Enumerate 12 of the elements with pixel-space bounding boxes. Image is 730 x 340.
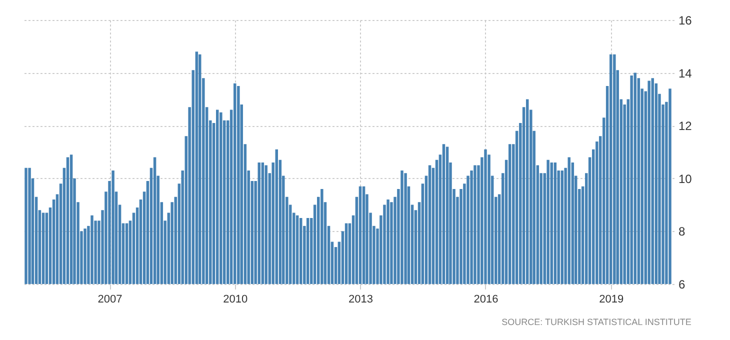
- y-tick-label: 12: [678, 119, 692, 134]
- y-tick-label: 14: [678, 66, 692, 80]
- y-tick-label: 6: [678, 278, 686, 292]
- y-tick-label: 8: [678, 224, 686, 239]
- y-tick-label: 10: [678, 172, 692, 186]
- x-tick-label: 2016: [474, 294, 498, 306]
- y-tick-label: 16: [678, 14, 692, 28]
- x-tick-label: 2007: [98, 294, 122, 306]
- source-note: SOURCE: TURKISH STATISTICAL INSTITUTE: [502, 317, 692, 327]
- x-tick-label: 2013: [348, 294, 373, 306]
- x-tick-label: 2010: [223, 294, 248, 306]
- x-tick-label: 2019: [599, 294, 624, 306]
